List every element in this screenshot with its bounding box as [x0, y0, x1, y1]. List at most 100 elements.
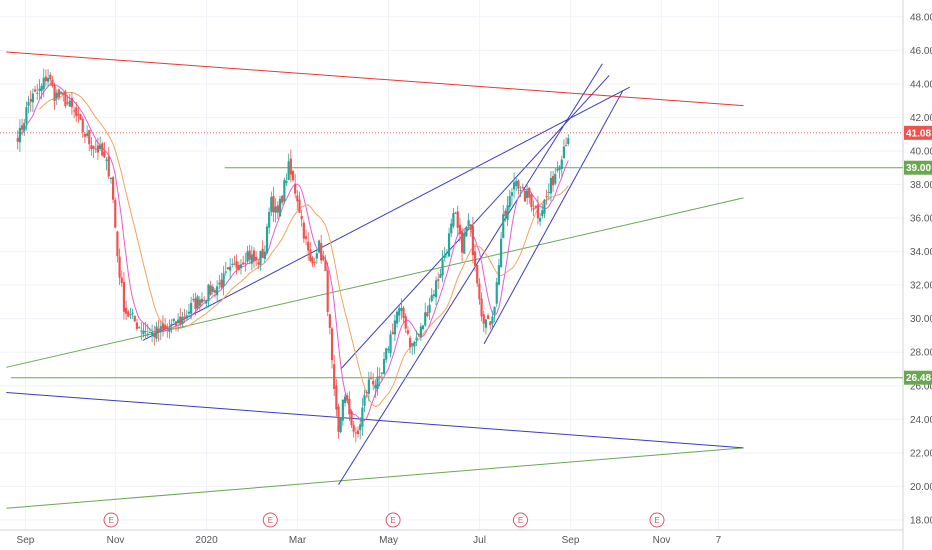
candle-body	[255, 256, 258, 260]
candle-body	[504, 210, 507, 216]
candle-body	[224, 271, 227, 273]
candle-body	[484, 319, 488, 328]
candle-body	[231, 263, 234, 265]
candle-body	[174, 321, 178, 326]
candle-body	[96, 145, 100, 153]
candle-body	[354, 432, 357, 434]
time-tick-label: May	[379, 535, 398, 546]
candle-body	[205, 300, 208, 304]
candle-body	[515, 180, 518, 187]
candle-body	[276, 205, 279, 213]
candle-body	[456, 211, 459, 228]
trendline-blue-channel-upper	[340, 75, 610, 370]
candle-body	[64, 91, 67, 107]
candle-body	[261, 248, 264, 258]
candle-body	[172, 318, 175, 322]
candle-body	[502, 214, 505, 239]
candle-body	[25, 107, 28, 124]
candle-body	[62, 92, 65, 95]
candle-body	[478, 283, 481, 300]
candle-body	[155, 326, 158, 339]
price-tick-label: 22.00	[910, 448, 932, 459]
candle-body	[454, 212, 457, 214]
candle-body	[302, 222, 305, 239]
candle-body	[320, 243, 323, 261]
candle-body	[107, 156, 110, 177]
candle-body	[315, 253, 318, 259]
candle-body	[31, 93, 34, 103]
candle-body	[543, 199, 546, 214]
candle-body	[341, 399, 344, 421]
candle-body	[324, 260, 327, 271]
candle-body	[135, 322, 139, 329]
candle-body	[66, 102, 69, 104]
candle-body	[469, 224, 472, 230]
candle-body	[350, 411, 353, 426]
candle-body	[265, 226, 269, 254]
candle-body	[68, 100, 71, 107]
candle-body	[181, 316, 184, 324]
candle-body	[517, 180, 520, 189]
price-tick-label: 20.00	[910, 482, 932, 493]
price-tick-label: 46.00	[910, 46, 932, 57]
candle-body	[164, 325, 167, 329]
candle-body	[393, 320, 396, 335]
candle-body	[317, 240, 321, 253]
candle-body	[536, 204, 540, 219]
price-tick-label: 32.00	[910, 281, 932, 292]
candle-body	[365, 391, 368, 394]
candle-body	[523, 190, 527, 202]
price-axis[interactable]	[0, 0, 904, 550]
candle-body	[122, 281, 126, 312]
price-badges: 39.00 26.48 41.08	[904, 125, 932, 385]
candle-body	[101, 143, 104, 156]
candle-body	[263, 251, 266, 259]
price-tick-label: 48.00	[910, 12, 932, 23]
candle-body	[337, 406, 340, 432]
candle-body	[519, 189, 522, 191]
candle-body	[237, 264, 240, 271]
candle-body	[447, 233, 451, 257]
candle-body	[33, 89, 37, 92]
candle-body	[198, 299, 201, 306]
moving-average-fast	[17, 83, 569, 422]
time-tick-label: Nov	[107, 535, 125, 546]
candle-body	[402, 307, 405, 318]
candle-body	[562, 146, 566, 158]
price-tick-label: 38.00	[910, 180, 932, 191]
candle-body	[473, 251, 477, 267]
candle-body	[133, 315, 136, 322]
candle-body	[213, 290, 217, 293]
candle-body	[552, 175, 555, 186]
candle-body	[458, 224, 461, 235]
candle-body	[374, 384, 377, 389]
candle-body	[216, 286, 219, 296]
trendline-support-green-mid	[6, 197, 744, 368]
candle-body	[142, 330, 145, 335]
candle-body	[98, 145, 102, 150]
candle-body	[512, 182, 516, 190]
candle-body	[38, 88, 41, 91]
candle-body	[92, 146, 95, 149]
candle-body	[296, 195, 299, 202]
candle-body	[109, 177, 113, 180]
candle-body	[398, 308, 401, 316]
candle-body	[20, 125, 24, 130]
candle-body	[486, 315, 490, 320]
candle-body	[506, 205, 509, 220]
candle-body	[16, 138, 19, 142]
candle-body	[239, 264, 243, 269]
horizontal-levels	[0, 132, 903, 379]
candle-body	[226, 267, 230, 269]
time-tick-label: Nov	[653, 535, 671, 546]
candle-body	[272, 195, 275, 213]
candle-body	[528, 187, 531, 198]
candle-body	[278, 198, 282, 217]
candle-body	[246, 251, 249, 262]
candle-body	[411, 343, 414, 346]
time-tick-label: Jul	[473, 535, 486, 546]
candle-body	[346, 395, 349, 401]
candle-body	[18, 127, 21, 143]
